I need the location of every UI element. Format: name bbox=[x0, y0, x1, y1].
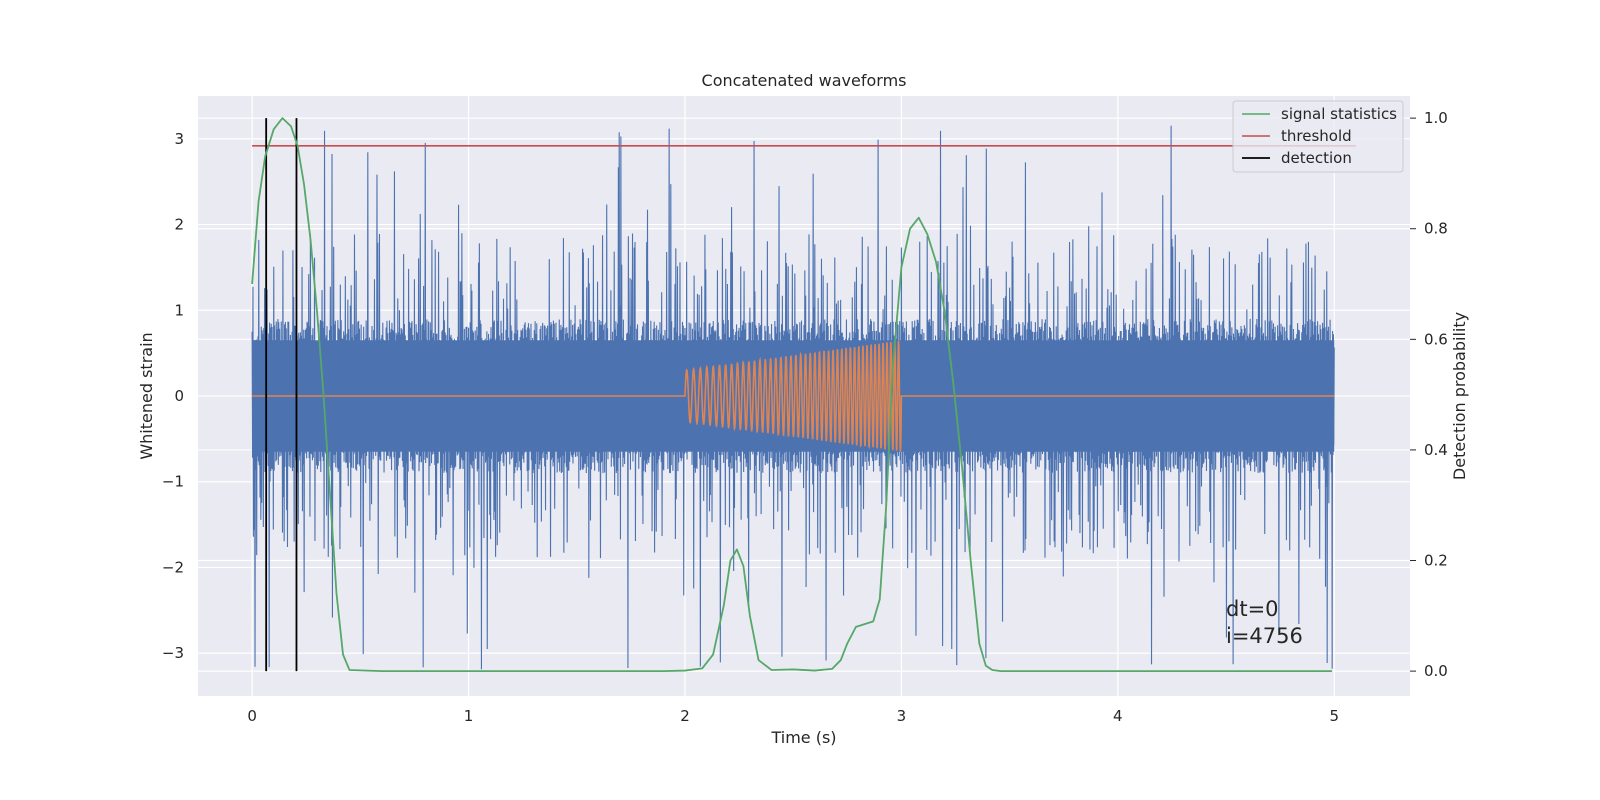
legend-label-threshold: threshold bbox=[1281, 127, 1352, 145]
y-axis-label: Whitened strain bbox=[137, 332, 156, 459]
y2-tick-label: 0.6 bbox=[1424, 330, 1448, 348]
y-tick-label: −3 bbox=[162, 644, 184, 662]
x-tick-label: 1 bbox=[464, 707, 474, 725]
y2-tick-label: 0.4 bbox=[1424, 441, 1448, 459]
y-tick-label: 0 bbox=[174, 387, 184, 405]
legend-label-detection: detection bbox=[1281, 149, 1352, 167]
legend-label-statistics: signal statistics bbox=[1281, 105, 1397, 123]
x-tick-label: 2 bbox=[680, 707, 690, 725]
y2-tick-label: 0.2 bbox=[1424, 552, 1448, 570]
y-tick-label: 2 bbox=[174, 216, 184, 234]
y2-axis-label: Detection probability bbox=[1450, 312, 1469, 480]
y-tick-label: 1 bbox=[174, 301, 184, 319]
x-tick-label: 4 bbox=[1113, 707, 1123, 725]
x-tick-label: 0 bbox=[247, 707, 257, 725]
y-tick-label: −1 bbox=[162, 473, 184, 491]
y2-tick-label: 0.8 bbox=[1424, 220, 1448, 238]
x-tick-label: 3 bbox=[897, 707, 907, 725]
y-tick-label: −2 bbox=[162, 558, 184, 576]
injection-line bbox=[252, 340, 1335, 452]
y2-tick-label: 1.0 bbox=[1424, 109, 1448, 127]
signal-statistics-line bbox=[251, 117, 1333, 673]
series-layer bbox=[251, 117, 1356, 673]
chart-title: Concatenated waveforms bbox=[702, 71, 907, 90]
x-axis-label: Time (s) bbox=[770, 728, 836, 747]
legend: signal statistics threshold detection bbox=[1232, 100, 1404, 173]
annotation-dt: dt=0 bbox=[1226, 597, 1279, 621]
annotation-i: i=4756 bbox=[1226, 624, 1303, 648]
legend-box bbox=[1232, 100, 1404, 173]
x-tick-label: 5 bbox=[1329, 707, 1339, 725]
y2-tick-label: 0.0 bbox=[1424, 662, 1448, 680]
y-tick-label: 3 bbox=[174, 130, 184, 148]
tick-labels: 0 1 2 3 4 5 −3 −2 −1 0 1 2 3 0.0 0.2 0.4 0.6 0.8 1.0 bbox=[162, 109, 1448, 725]
